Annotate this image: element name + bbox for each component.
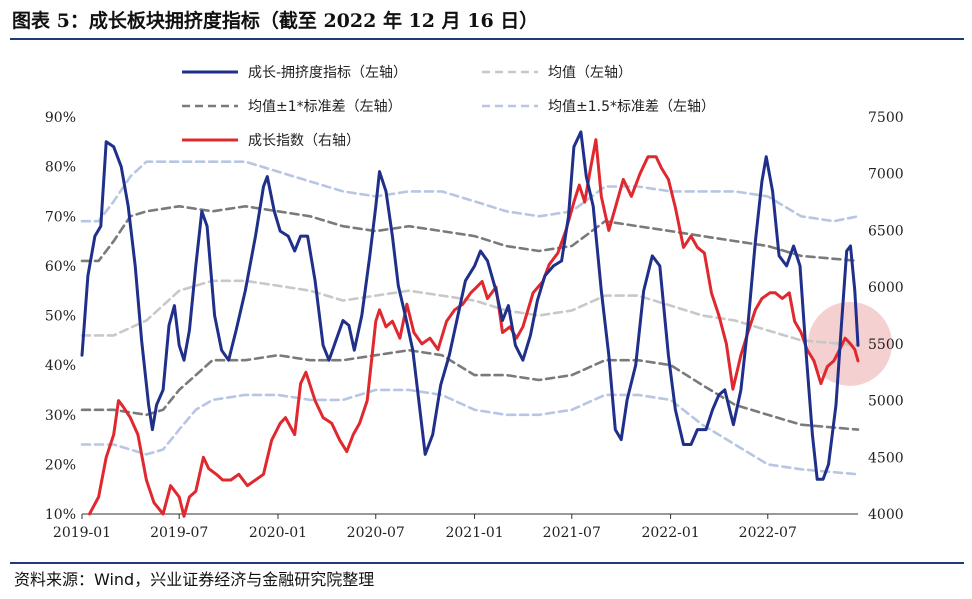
y-right-tick-label: 7000 [868,167,904,183]
y-left-tick-label: 80% [45,160,76,176]
legend-label-index: 成长指数（右轴） [248,133,360,149]
x-tick-label: 2021-01 [445,525,503,541]
y-right-tick-label: 5500 [868,337,904,353]
series-line-band1-2 [80,205,860,263]
legend-label-mean: 均值（左轴） [548,65,632,81]
y-left-tick-label: 90% [45,110,76,126]
y-right-tick-label: 4000 [868,507,904,523]
chart-title: 图表 5：成长板块拥挤度指标（截至 2022 年 12 月 16 日） [12,10,539,32]
y-right-tick-label: 6000 [868,280,904,296]
x-tick-label: 2019-07 [150,525,208,541]
y-left-tick-label: 60% [45,259,76,275]
y-left-tick-label: 20% [45,457,76,473]
legend-label-crowding: 成长-拥挤度指标（左轴） [248,65,407,81]
series-line-crowding-0 [80,130,860,481]
x-tick-label: 2022-07 [739,525,797,541]
y-left-tick-label: 10% [45,507,76,523]
legend-label-band15: 均值±1.5*标准差（左轴） [548,99,715,115]
y-right-tick-label: 6500 [868,223,904,239]
x-tick-label: 2019-01 [53,525,111,541]
y-left-tick-label: 40% [45,358,76,374]
series-line-index-6 [88,138,860,518]
series-line-band1-3 [80,348,860,431]
title-rule [10,38,964,40]
series-line-band15-4 [80,160,860,223]
x-tick-label: 2022-01 [641,525,699,541]
y-left-tick-label: 70% [45,209,76,225]
y-right-tick-label: 4500 [868,450,904,466]
source-note: 资料来源：Wind，兴业证券经济与金融研究院整理 [14,570,375,589]
y-right-tick-label: 7500 [868,110,904,126]
x-tick-label: 2021-07 [543,525,601,541]
legend-label-band1: 均值±1*标准差（左轴） [248,99,402,115]
y-left-tick-label: 30% [45,408,76,424]
source-rule [10,562,964,564]
series-line-mean-1 [80,279,860,347]
x-tick-label: 2020-01 [249,525,307,541]
y-right-tick-label: 5000 [868,394,904,410]
y-left-tick-label: 50% [45,309,76,325]
x-tick-label: 2020-07 [347,525,405,541]
line-chart: 10% 20% 30% 40% 50% 60% 70% 80% 90% 4000 4500 5000 5… [45,65,904,541]
series-line-band15-5 [80,388,860,476]
